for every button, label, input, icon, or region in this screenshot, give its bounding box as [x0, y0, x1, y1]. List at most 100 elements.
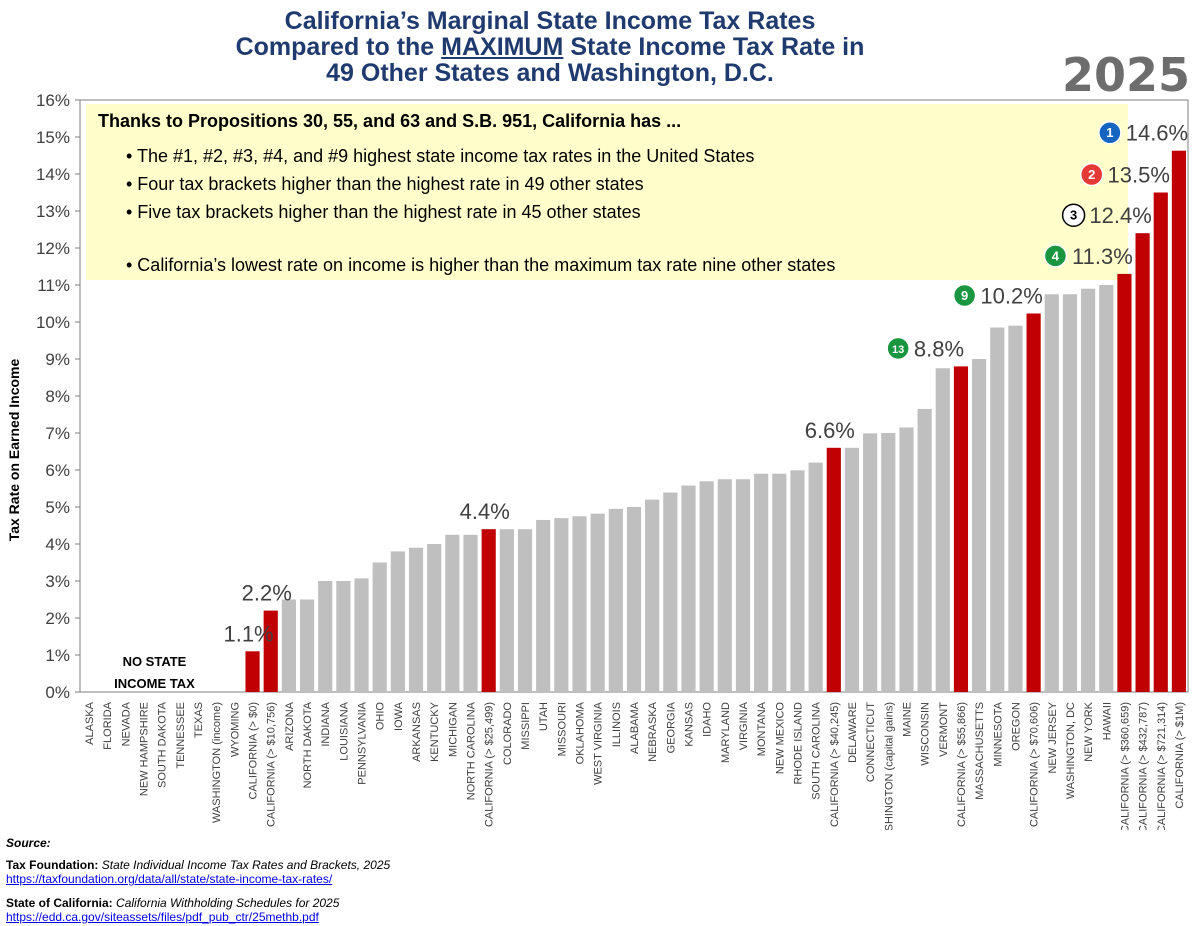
y-tick-label: 7%: [45, 424, 70, 443]
x-tick-label: NORTH DAKOTA: [302, 701, 314, 788]
data-label: 11.3%: [1072, 244, 1133, 269]
source-1-link[interactable]: https://taxfoundation.org/data/all/state…: [6, 872, 333, 886]
x-tick-label: NEBRASKA: [647, 701, 659, 762]
bar: [536, 519, 551, 692]
bar: [554, 518, 569, 692]
bar: [390, 551, 405, 692]
x-tick-label: COLORADO: [502, 702, 514, 765]
bar: [463, 534, 478, 692]
x-tick-label: CALIFORNIA (> $10,756): [266, 702, 278, 827]
x-tick-label: NEW HAMPSHIRE: [139, 702, 151, 796]
callout-bullet: • The #1, #2, #3, #4, and #9 highest sta…: [126, 146, 754, 166]
rank-badge: [886, 336, 910, 361]
bar: [445, 534, 460, 692]
source-2-link[interactable]: https://edd.ca.gov/siteassets/files/pdf_…: [6, 910, 319, 924]
y-tick-label: 10%: [36, 313, 70, 332]
data-label: 4.4%: [460, 499, 510, 524]
x-tick-label: CALIFORNIA (> $70,606): [1029, 702, 1041, 827]
title-line-2-post: State Income Tax Rate in: [563, 33, 865, 61]
source-1-title: State Individual Income Tax Rates and Br…: [101, 858, 391, 872]
callout-heading: Thanks to Propositions 30, 55, and 63 an…: [98, 111, 681, 131]
x-tick-label: CALIFORNIA (> $360,659): [1119, 702, 1131, 830]
x-tick-label: KANSAS: [683, 702, 695, 747]
x-tick-label: ARIZONA: [284, 701, 296, 751]
x-tick-label: NORTH CAROLINA: [466, 701, 478, 800]
x-tick-label: MISSOURI: [556, 702, 568, 756]
x-tick-label: MONTANA: [756, 701, 768, 756]
data-label: 8.8%: [914, 336, 964, 361]
x-tick-label: CALIFORNIA (> $0): [248, 702, 260, 800]
y-tick-label: 12%: [36, 239, 70, 258]
rank-badge-number: 9: [961, 288, 968, 303]
bar: [1026, 313, 1041, 692]
data-label: 6.6%: [805, 418, 855, 443]
bar: [899, 427, 914, 692]
bar: [844, 447, 860, 692]
bar: [972, 359, 987, 692]
y-tick-label: 11%: [37, 276, 70, 295]
callout-box: [86, 104, 1128, 280]
y-tick-label: 13%: [36, 202, 70, 221]
x-tick-label: MAINE: [901, 702, 913, 737]
rank-badge: [1080, 162, 1104, 187]
x-tick-label: MISSIPPI: [520, 702, 532, 750]
no-tax-label: INCOME TAX: [114, 676, 195, 691]
callout-bullet: • Five tax brackets higher than the high…: [126, 202, 641, 222]
bar: [408, 547, 424, 692]
x-tick-label: MARYLAND: [720, 702, 732, 763]
x-tick-label: OREGON: [1010, 702, 1022, 751]
x-tick-label: UTAH: [538, 702, 550, 731]
rank-badge-number: 2: [1088, 167, 1095, 182]
bar: [681, 485, 696, 692]
y-tick-label: 16%: [36, 91, 70, 110]
x-tick-label: LOUISIANA: [338, 701, 350, 760]
x-tick-label: NEW YORK: [1083, 701, 1095, 761]
x-tick-label: ARKANSAS: [411, 702, 423, 762]
data-label: 10.2%: [980, 283, 1042, 308]
callout-bullet: • Four tax brackets higher than the high…: [126, 174, 644, 194]
bar: [935, 368, 950, 692]
x-tick-label: WASHINGTON (capital gains): [883, 702, 895, 830]
bar: [790, 470, 805, 692]
bar: [663, 492, 678, 692]
bar: [917, 408, 932, 692]
x-tick-label: OKLAHOMA: [575, 701, 587, 764]
x-tick-label: SOUTH DAKOTA: [157, 701, 169, 788]
bar: [336, 581, 351, 692]
x-tick-label: HAWAII: [1101, 702, 1113, 740]
x-tick-label: GEORGIA: [665, 701, 677, 753]
bar: [1117, 273, 1132, 692]
rank-badge: [952, 283, 977, 308]
bar: [1062, 294, 1078, 692]
data-label: 13.5%: [1108, 163, 1170, 188]
year-label: 2025: [1061, 48, 1190, 102]
rank-badge: [1043, 244, 1068, 268]
bar: [372, 562, 387, 692]
no-tax-label: NO STATE: [123, 654, 187, 669]
bar: [281, 599, 296, 692]
x-tick-label: WASHINGTON, DC: [1065, 702, 1077, 799]
title-emphasis: MAXIMUM: [441, 33, 564, 61]
x-tick-label: INDIANA: [320, 701, 332, 746]
title-line-3: 49 Other States and Washington, D.C.: [326, 59, 774, 87]
y-tick-label: 14%: [36, 165, 70, 184]
bar: [826, 447, 841, 692]
bar: [881, 433, 896, 692]
source-2-title: California Withholding Schedules for 202…: [116, 896, 340, 910]
x-tick-label: VIRGINIA: [738, 701, 750, 750]
x-tick-label: CALIFORNIA (> $40,245): [829, 702, 841, 827]
bar: [590, 513, 605, 692]
y-tick-label: 8%: [45, 387, 70, 406]
bar: [1008, 325, 1023, 692]
data-label: 2.2%: [242, 581, 292, 606]
x-tick-label: FLORIDA: [102, 701, 114, 749]
bar: [245, 651, 260, 692]
x-tick-label: KENTUCKY: [429, 701, 441, 762]
data-label: 14.6%: [1126, 121, 1188, 146]
bar: [354, 578, 369, 692]
x-tick-label: ALASKA: [84, 701, 96, 744]
x-tick-label: WASHINGTON (income): [211, 702, 223, 823]
rank-badge: [1098, 120, 1122, 145]
source-heading: Source:: [6, 836, 51, 850]
bar: [717, 479, 732, 692]
